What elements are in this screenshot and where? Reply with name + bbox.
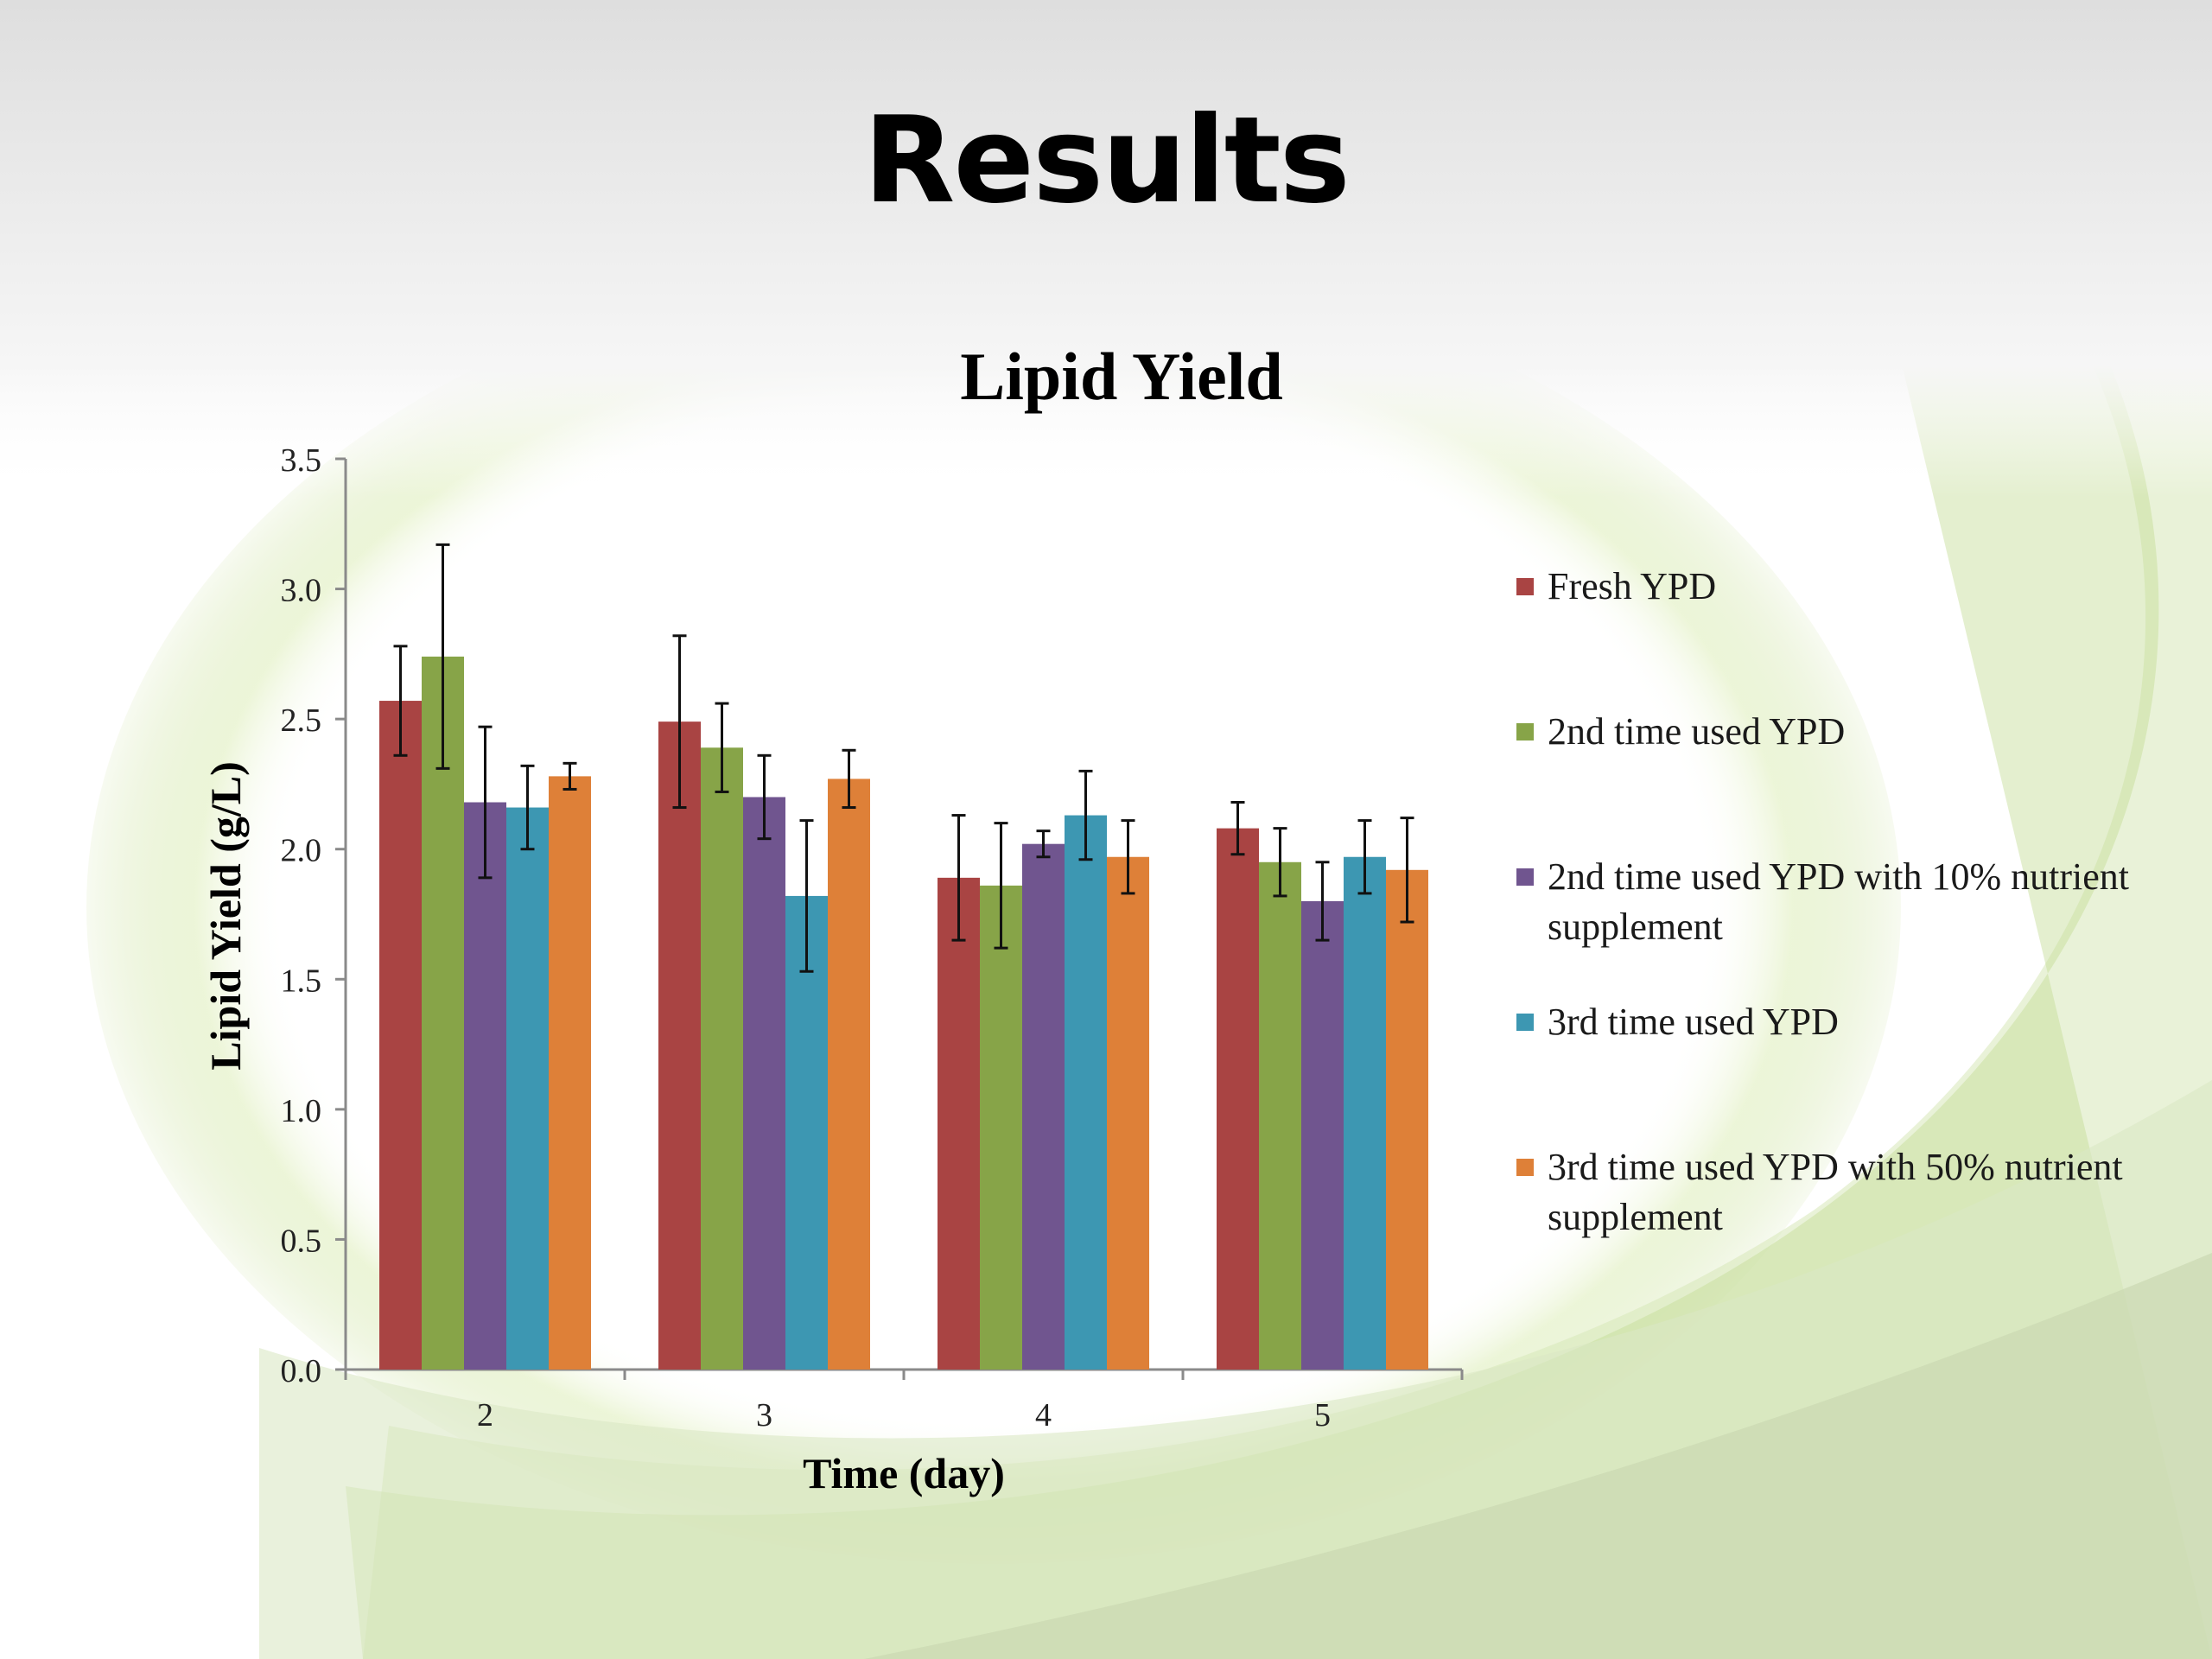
legend-item: Fresh YPD — [1516, 562, 2135, 612]
legend-item: 2nd time used YPD — [1516, 707, 2135, 757]
bar — [1259, 861, 1301, 1370]
y-tick-label: 3.0 — [281, 573, 322, 609]
bar — [379, 701, 422, 1370]
legend-label: Fresh YPD — [1548, 565, 1717, 607]
legend-label: 2nd time used YPD — [1548, 710, 1846, 753]
legend-item: 2nd time used YPD with 10% nutrient supp… — [1516, 852, 2135, 952]
plot-area: 0.0 0.5 1.0 1.5 2.0 2.5 3.0 3.5 2 3 4 5 — [281, 442, 1464, 1433]
legend-swatch — [1516, 1159, 1534, 1176]
legend-item: 3rd time used YPD with 50% nutrient supp… — [1516, 1142, 2135, 1243]
bar — [1065, 815, 1107, 1370]
bar — [1344, 856, 1386, 1370]
y-tick-label: 0.5 — [281, 1223, 322, 1259]
bar — [658, 721, 701, 1370]
legend-swatch — [1516, 1014, 1534, 1031]
bar — [1107, 856, 1149, 1370]
chart-title: Lipid Yield — [960, 339, 1283, 414]
y-axis-label: Lipid Yield (g/L) — [201, 761, 250, 1070]
bar — [1217, 828, 1259, 1370]
legend-item: 3rd time used YPD — [1516, 997, 2135, 1047]
bar — [785, 895, 828, 1370]
y-tick-label: 0.0 — [281, 1353, 322, 1389]
bar — [938, 877, 980, 1370]
y-tick-label: 2.5 — [281, 702, 322, 739]
y-tick-label: 3.5 — [281, 442, 322, 479]
slide-title: Results — [863, 91, 1351, 230]
x-tick-label: 3 — [756, 1397, 772, 1433]
bar — [743, 797, 785, 1370]
bar — [422, 656, 464, 1370]
bar — [1301, 900, 1344, 1370]
legend-label: 3rd time used YPD — [1548, 1001, 1839, 1043]
legend-swatch — [1516, 578, 1534, 595]
x-axis-label: Time (day) — [803, 1449, 1005, 1497]
bar — [980, 885, 1022, 1370]
bar — [1022, 843, 1065, 1370]
x-tick-label: 2 — [477, 1397, 493, 1433]
bar — [464, 802, 506, 1370]
x-tick-label: 4 — [1035, 1397, 1052, 1433]
x-tick-label: 5 — [1314, 1397, 1331, 1433]
y-tick-label: 2.0 — [281, 833, 322, 869]
bar — [1386, 869, 1428, 1370]
y-tick-label: 1.0 — [281, 1093, 322, 1129]
legend-label: 2nd time used YPD with 10% nutrient supp… — [1548, 855, 2129, 948]
legend-swatch — [1516, 723, 1534, 741]
legend-swatch — [1516, 868, 1534, 886]
legend-label: 3rd time used YPD with 50% nutrient supp… — [1548, 1146, 2123, 1238]
bar — [549, 776, 591, 1370]
y-tick-label: 1.5 — [281, 963, 322, 999]
bar — [701, 747, 743, 1370]
bar — [506, 807, 549, 1370]
bar — [828, 779, 870, 1370]
